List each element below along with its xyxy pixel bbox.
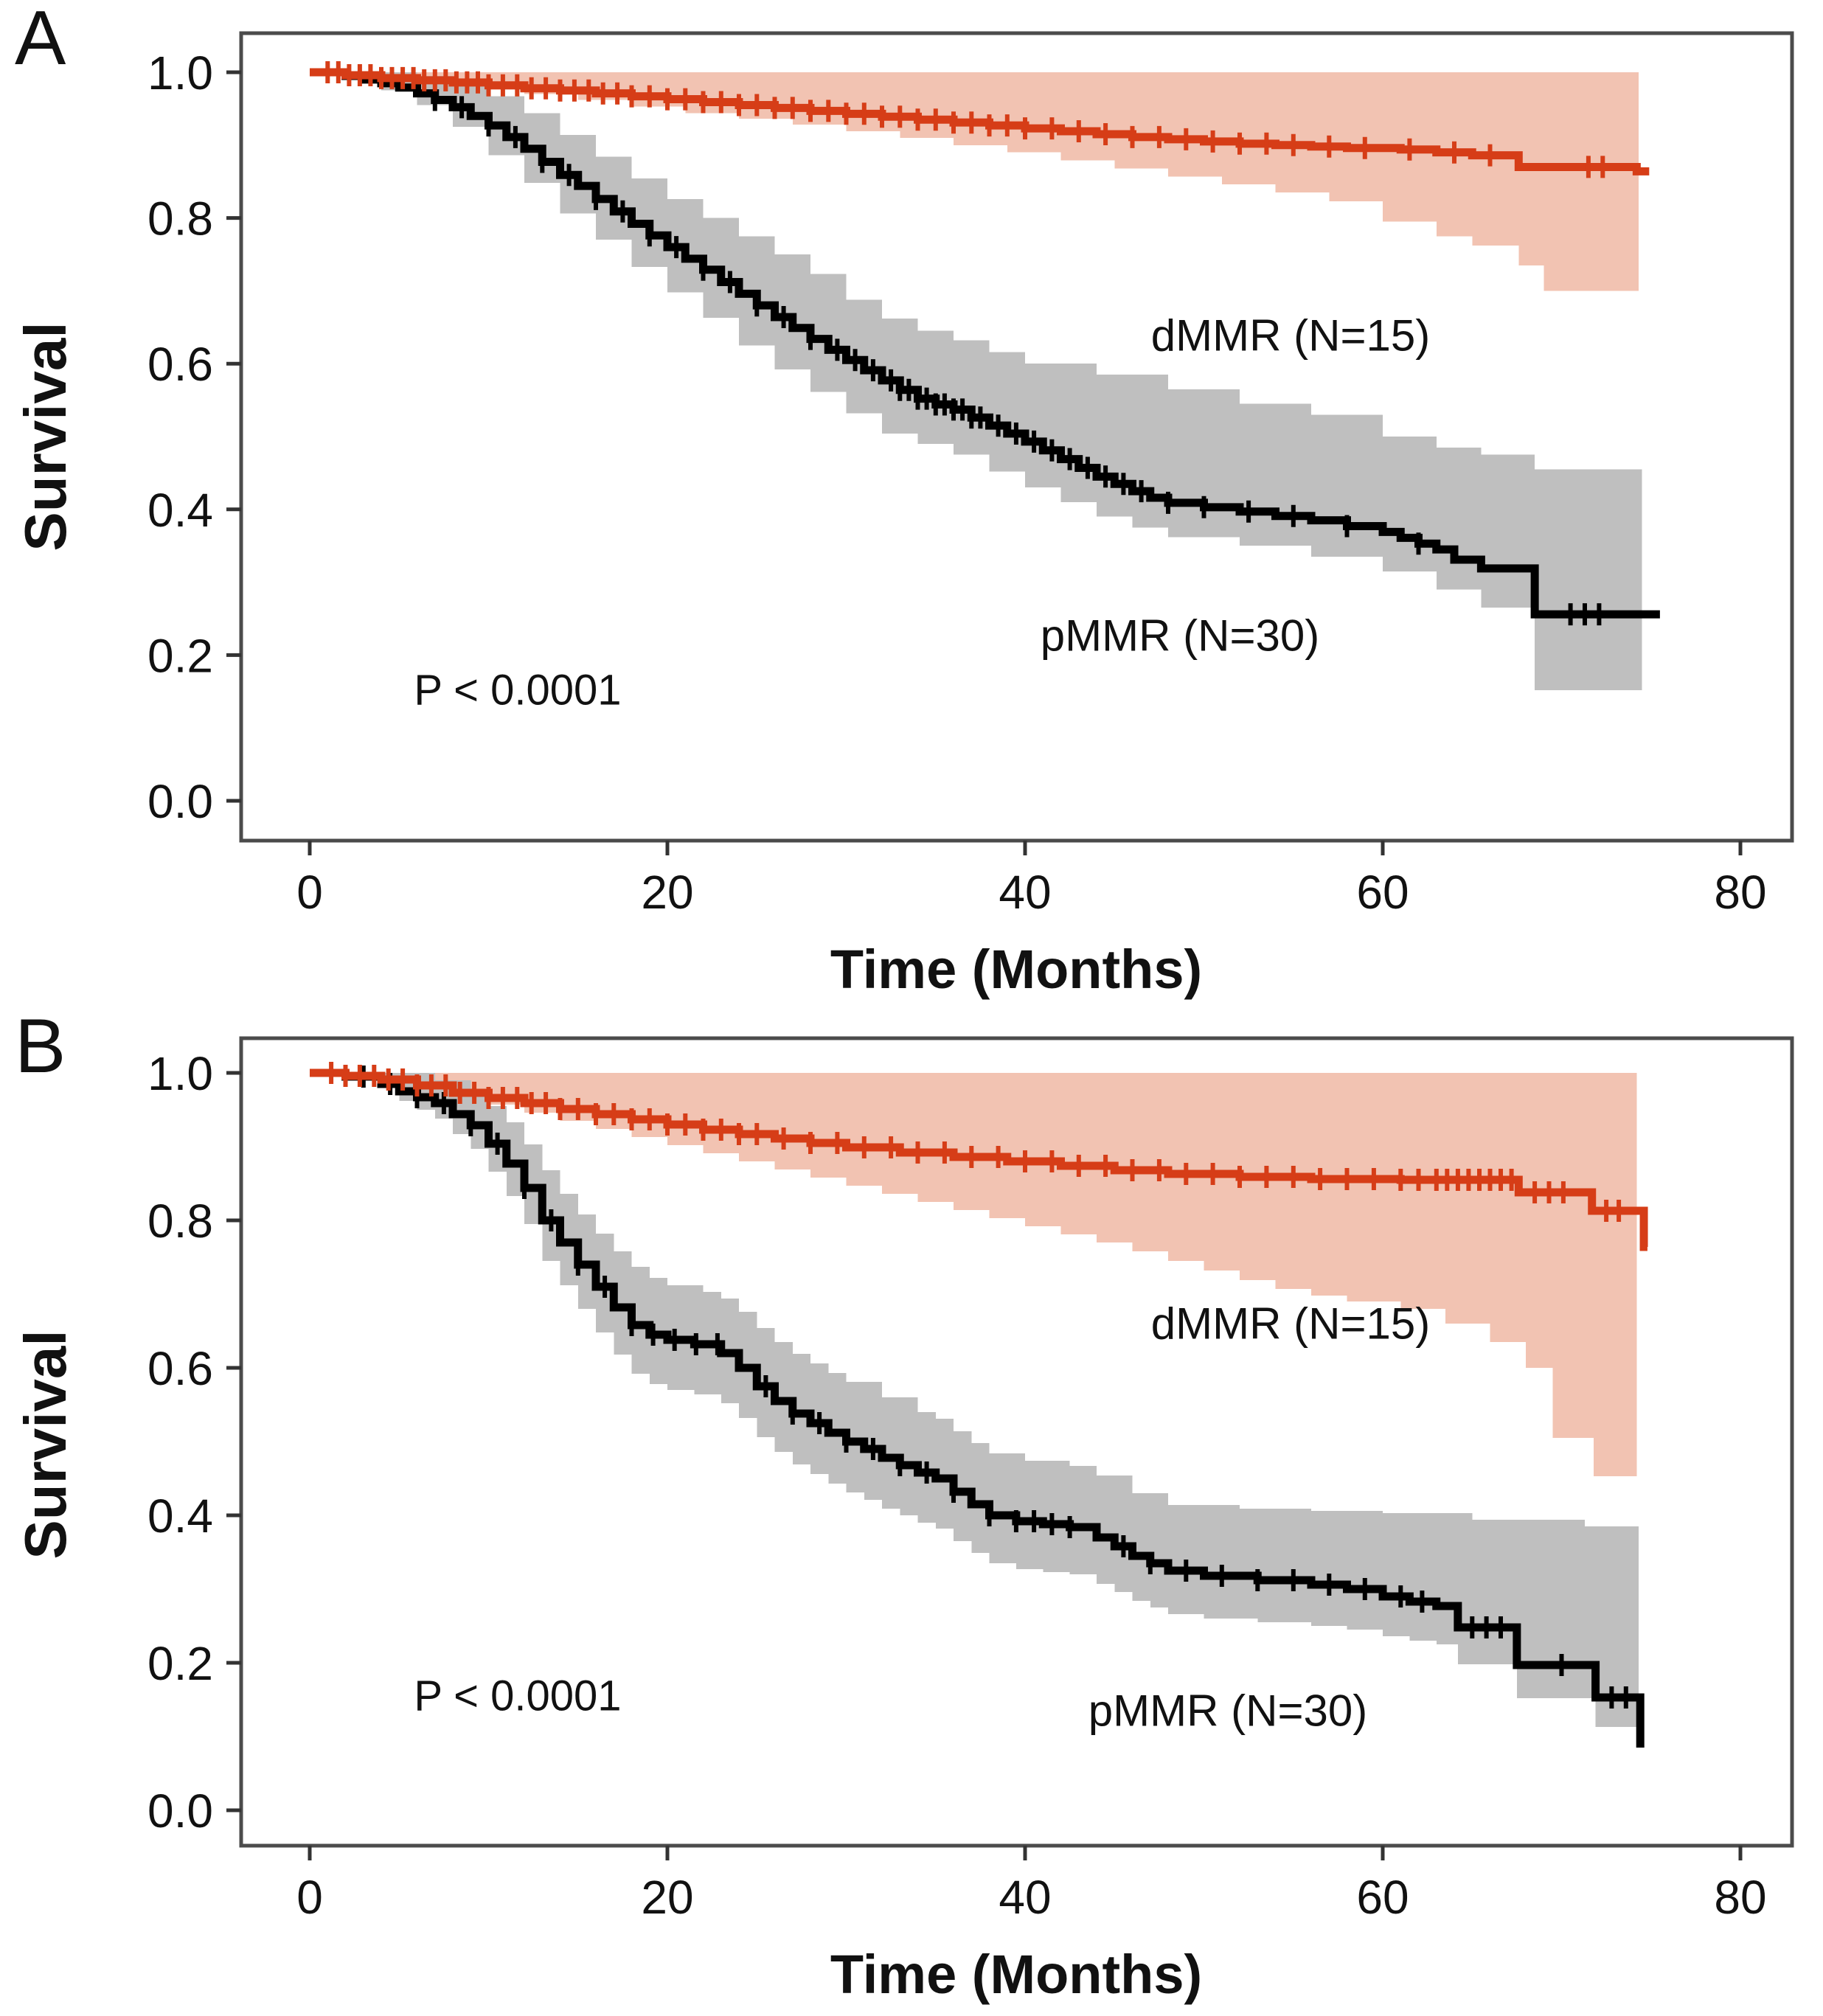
y-tick-label: 0.2 xyxy=(147,629,213,682)
panel-a: 0 20 40 60 80 1.0 0.8 0.6 0.4 0.2 0.0 A Survival T… xyxy=(13,0,1794,1000)
y-tick-label: 0.0 xyxy=(147,1784,213,1838)
panel-b: 0 20 40 60 80 1.0 0.8 0.6 0.4 0.2 0.0 B Survival T… xyxy=(0,1008,1823,2016)
x-tick-label: 80 xyxy=(1714,866,1766,919)
x-tick-label: 0 xyxy=(296,866,323,919)
pmmr-curve xyxy=(310,68,1660,619)
y-tick-label: 0.6 xyxy=(147,1342,213,1395)
plot-frame xyxy=(239,1036,1794,1848)
x-tick-label: 20 xyxy=(641,1871,693,1924)
x-tick-label: 80 xyxy=(1714,1871,1766,1924)
y-tick-label: 1.0 xyxy=(147,1047,213,1100)
dmmr-censor-marks xyxy=(325,61,1605,178)
y-tick-label: 0.4 xyxy=(147,1490,213,1543)
x-tick-label: 60 xyxy=(1356,1871,1409,1924)
y-tick-label: 1.0 xyxy=(147,46,213,100)
y-tick-label: 0.4 xyxy=(147,484,213,537)
x-tick-label: 40 xyxy=(999,1871,1051,1924)
x-axis-title: Time (Months) xyxy=(830,939,1203,1000)
y-tick-label: 0.0 xyxy=(147,775,213,828)
x-tick-label: 40 xyxy=(999,866,1051,919)
x-tick-label: 0 xyxy=(296,1871,323,1924)
pmmr-curve-label: pMMR (N=30) xyxy=(1088,1686,1368,1736)
x-axis-title: Time (Months) xyxy=(830,1944,1203,2005)
plot-frame xyxy=(239,31,1794,843)
pmmr-curve-label: pMMR (N=30) xyxy=(1040,611,1320,661)
y-tick-label: 0.8 xyxy=(147,1195,213,1248)
p-value-label: P < 0.0001 xyxy=(414,666,622,715)
dmmr-curve-label: dMMR (N=15) xyxy=(1150,1299,1431,1349)
panel-a-plot: 0 20 40 60 80 1.0 0.8 0.6 0.4 0.2 0.0 xyxy=(147,31,1794,919)
y-tick-label: 0.8 xyxy=(147,192,213,246)
panel-b-letter: B xyxy=(15,1004,66,1089)
dmmr-curve-label: dMMR (N=15) xyxy=(1150,310,1431,361)
dmmr-ci-band xyxy=(310,72,1639,294)
panel-a-letter: A xyxy=(15,0,66,81)
y-tick-label: 0.2 xyxy=(147,1637,213,1690)
dmmr-censor-marks xyxy=(329,1062,1622,1222)
p-value-label: P < 0.0001 xyxy=(414,1672,622,1720)
y-axis-title: Survival xyxy=(13,1329,78,1560)
y-axis-title: Survival xyxy=(13,321,78,552)
y-tick-label: 0.6 xyxy=(147,338,213,391)
x-tick-label: 60 xyxy=(1356,866,1409,919)
panel-b-plot: 0 20 40 60 80 1.0 0.8 0.6 0.4 0.2 0.0 xyxy=(147,1036,1794,1924)
pmmr-ci-band xyxy=(310,1073,1639,1772)
x-tick-label: 20 xyxy=(641,866,693,919)
pmmr-censor-marks xyxy=(432,88,1602,626)
